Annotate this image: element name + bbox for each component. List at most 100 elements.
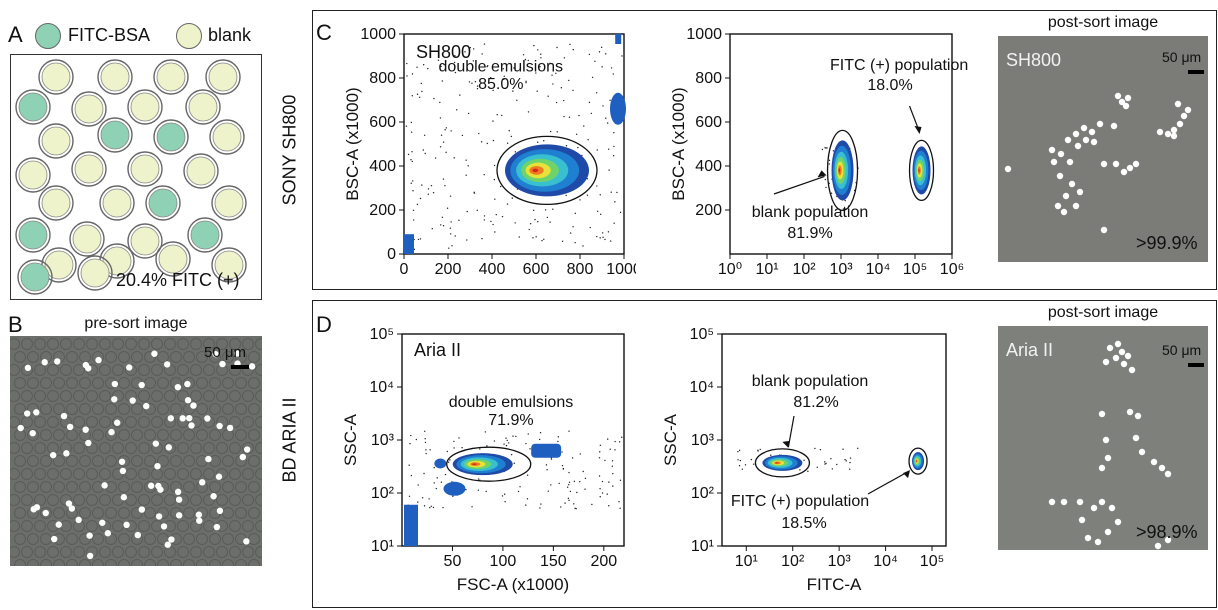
y-tick-label: 10² [691, 485, 715, 502]
bright-droplet [210, 493, 217, 500]
bright-droplet [1004, 165, 1012, 173]
event-dot [439, 117, 442, 119]
bright-droplet [1102, 358, 1110, 366]
background-droplet [255, 494, 262, 506]
plot-frame [721, 333, 947, 547]
event-dot [566, 486, 569, 488]
event-dot [552, 208, 554, 210]
event-dot [555, 101, 558, 104]
background-droplet [157, 403, 169, 415]
event-dot [518, 236, 520, 238]
event-dot [525, 442, 527, 445]
legend-label-fitc: FITC-BSA [68, 25, 151, 45]
bright-droplet [108, 428, 115, 436]
event-dot [433, 97, 435, 100]
bright-droplet [179, 415, 186, 422]
background-droplet [157, 377, 169, 389]
background-droplet [27, 351, 39, 363]
bright-droplet [1048, 498, 1056, 506]
event-dot [555, 72, 557, 74]
scatter-events [405, 43, 623, 251]
droplet-blank [130, 226, 160, 256]
event-dot [421, 184, 423, 186]
event-dot [549, 221, 551, 223]
y-tick-label: 10⁴ [689, 379, 714, 396]
panel-letter-b: B [8, 312, 23, 337]
event-dot [503, 493, 506, 495]
plot-instrument-label: SH800 [416, 42, 471, 62]
event-dot [573, 503, 575, 505]
event-dot [503, 443, 505, 445]
bright-droplet [1094, 538, 1102, 546]
background-droplet [229, 494, 241, 506]
event-dot [602, 105, 604, 107]
background-droplet [21, 520, 33, 532]
background-droplet [10, 390, 20, 402]
background-droplet [47, 494, 59, 506]
background-droplet [255, 520, 262, 532]
event-dot [525, 504, 527, 506]
event-dot [492, 120, 494, 122]
background-droplet [92, 533, 104, 545]
bright-droplet [1150, 458, 1158, 466]
background-droplet [190, 520, 202, 532]
event-dot [464, 51, 466, 53]
event-dot [513, 67, 515, 69]
blank-population-label: blank population [752, 373, 869, 390]
background-droplet [79, 351, 91, 363]
event-dot [582, 470, 584, 473]
event-dot [844, 458, 846, 461]
event-dot [458, 437, 460, 439]
event-dot [505, 437, 507, 439]
event-dot [558, 482, 560, 485]
bright-droplet [234, 350, 241, 357]
background-droplet [125, 468, 137, 480]
post-sort-instrument-aria: Aria II [1006, 340, 1054, 360]
bright-droplet [123, 521, 130, 529]
event-dot [599, 487, 601, 490]
event-dot [568, 471, 570, 474]
event-dot [601, 480, 604, 483]
event-dot [567, 497, 570, 500]
event-dot [604, 238, 606, 241]
background-droplet [73, 364, 85, 376]
droplet-blank [74, 154, 104, 184]
bright-droplet [1154, 542, 1162, 550]
bright-droplet [1138, 448, 1146, 456]
bright-droplet [54, 358, 61, 365]
event-dot [830, 458, 832, 460]
event-dot [536, 90, 538, 92]
background-droplet [66, 351, 78, 363]
background-droplet [183, 507, 195, 519]
bright-droplet [50, 535, 58, 543]
background-droplet [170, 455, 182, 467]
event-dot [447, 461, 450, 463]
event-dot [539, 65, 541, 68]
panel-c-frame [312, 10, 1217, 290]
background-droplet [47, 364, 59, 376]
event-dot [586, 194, 589, 196]
event-dot [849, 457, 852, 459]
event-dot [501, 215, 504, 218]
background-droplet [53, 455, 65, 467]
event-dot [599, 237, 601, 239]
event-dot [439, 101, 441, 104]
background-droplet [34, 468, 46, 480]
event-dot [408, 495, 411, 497]
droplet-shell-11 [209, 119, 245, 155]
bright-droplet [184, 380, 191, 388]
bright-droplet [248, 363, 256, 370]
background-droplet [190, 364, 202, 376]
droplet-shell-27 [211, 247, 247, 283]
background-droplet [99, 546, 111, 558]
blank-population-density [762, 454, 803, 471]
event-dot [737, 459, 739, 461]
bright-droplet [196, 517, 203, 524]
background-droplet [14, 403, 26, 415]
background-droplet [196, 351, 208, 363]
bright-droplet [65, 500, 73, 507]
background-droplet [66, 533, 78, 545]
double-emulsion-density [452, 453, 513, 476]
fitc-population-label: FITC (+) population [830, 57, 968, 74]
x-tick-label: 0 [400, 261, 409, 278]
